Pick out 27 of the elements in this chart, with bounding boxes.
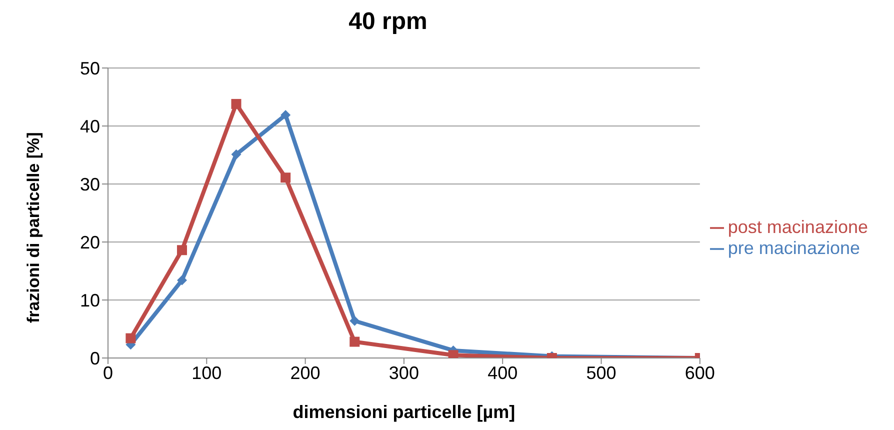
y-tick-label: 50 — [80, 58, 100, 78]
y-tick-label: 20 — [80, 232, 100, 252]
x-tick-label: 600 — [684, 362, 715, 383]
point — [350, 316, 360, 326]
x-tick-label: 400 — [488, 362, 518, 383]
point — [176, 275, 187, 286]
point — [350, 336, 360, 347]
x-tick-label: 300 — [388, 362, 419, 383]
point — [280, 110, 291, 120]
y-tick-label: 30 — [80, 174, 100, 194]
legend-label: pre macinazione — [728, 238, 860, 258]
point — [280, 172, 291, 183]
legend-label: post macinazione — [728, 217, 868, 237]
x-tick-label: 0 — [102, 362, 114, 383]
point — [231, 149, 242, 160]
point — [126, 333, 136, 344]
chart-title: 40 rpm — [348, 8, 428, 37]
x-tick-label: 500 — [586, 362, 616, 383]
point — [176, 245, 187, 256]
y-tick-label: 10 — [80, 290, 100, 310]
x-tick-label: 200 — [290, 362, 320, 383]
x-axis-title: dimensioni particelle [µm] — [292, 402, 516, 422]
y-tick-label: 40 — [80, 116, 100, 136]
point — [231, 98, 242, 109]
y-axis-title: frazioni di particelle [%] — [24, 132, 44, 323]
x-tick-label: 100 — [192, 362, 222, 383]
y-tick-label: 0 — [90, 348, 100, 368]
